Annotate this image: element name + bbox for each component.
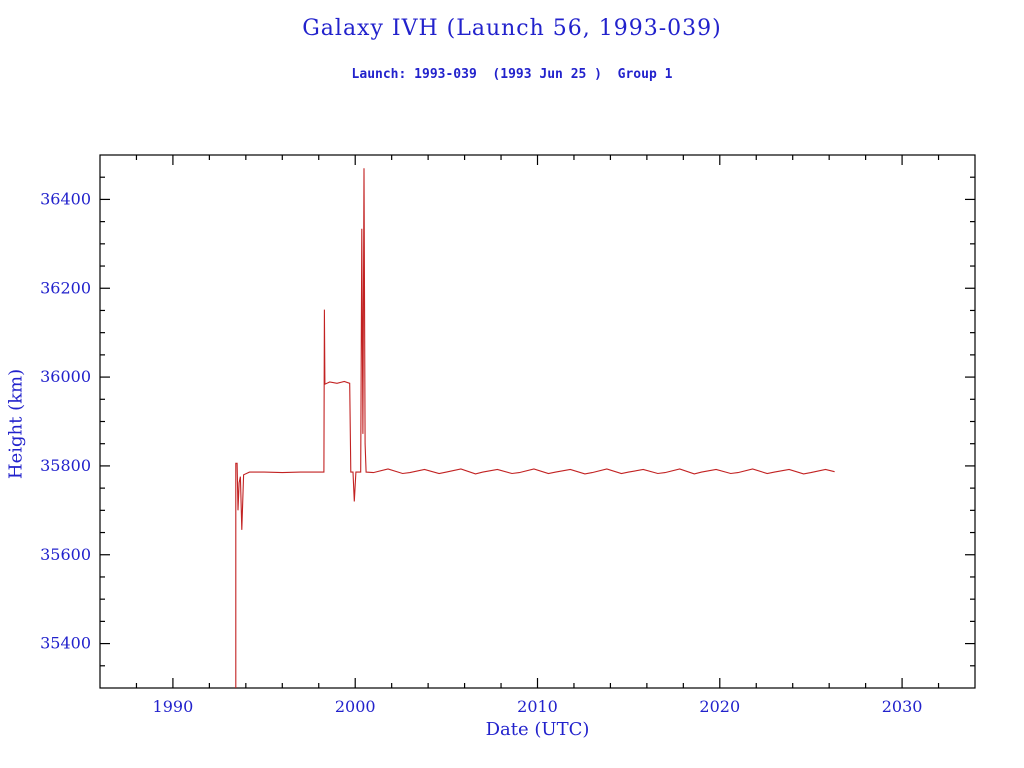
height-series-line: [235, 168, 835, 688]
x-axis-label: Date (UTC): [485, 719, 590, 740]
x-tick-label: 1990: [153, 697, 194, 716]
x-tick-label: 2010: [517, 697, 558, 716]
x-tick-label: 2020: [699, 697, 740, 716]
y-tick-label: 35400: [40, 634, 91, 653]
y-tick-label: 36000: [40, 367, 91, 386]
chart-title: Galaxy IVH (Launch 56, 1993-039): [302, 16, 722, 41]
y-tick-label: 36400: [40, 189, 91, 208]
chart-subtitle: Launch: 1993-039 (1993 Jun 25 ) Group 1: [351, 67, 673, 82]
y-tick-label: 35800: [40, 456, 91, 475]
x-tick-label: 2000: [335, 697, 376, 716]
x-tick-label: 2030: [882, 697, 923, 716]
plot-frame: [99, 154, 976, 689]
y-tick-label: 36200: [40, 278, 91, 297]
y-tick-label: 35600: [40, 545, 91, 564]
